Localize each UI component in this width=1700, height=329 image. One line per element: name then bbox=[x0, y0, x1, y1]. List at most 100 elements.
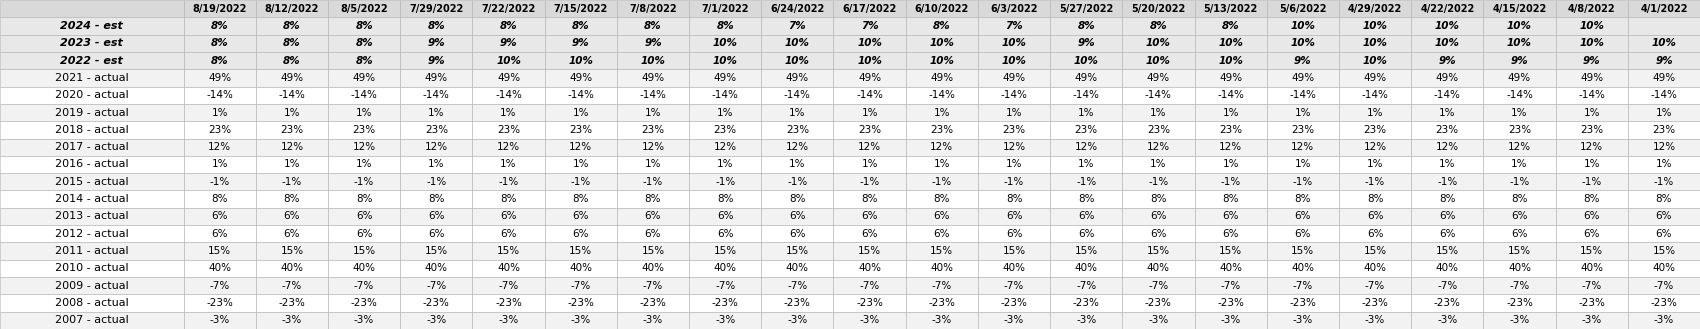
Text: -7%: -7% bbox=[1005, 281, 1023, 291]
Bar bbox=[1266, 52, 1340, 69]
Text: 12%: 12% bbox=[930, 142, 954, 152]
Bar bbox=[1411, 121, 1484, 139]
Bar bbox=[1051, 52, 1122, 69]
Text: 15%: 15% bbox=[496, 246, 520, 256]
Bar bbox=[1484, 104, 1556, 121]
Bar bbox=[1266, 190, 1340, 208]
Bar bbox=[906, 17, 977, 35]
Bar bbox=[328, 173, 400, 190]
Bar bbox=[1122, 312, 1195, 329]
Text: 2018 - actual: 2018 - actual bbox=[54, 125, 129, 135]
Bar bbox=[400, 260, 473, 277]
Bar bbox=[328, 139, 400, 156]
Bar bbox=[1340, 69, 1411, 87]
Bar bbox=[1629, 242, 1700, 260]
Bar bbox=[906, 0, 977, 17]
Text: 8%: 8% bbox=[1438, 194, 1455, 204]
Bar bbox=[833, 242, 906, 260]
Text: 1%: 1% bbox=[1006, 160, 1022, 169]
Bar bbox=[0, 277, 184, 294]
Bar bbox=[473, 52, 544, 69]
Text: 8%: 8% bbox=[1656, 194, 1673, 204]
Bar bbox=[255, 260, 328, 277]
Bar bbox=[906, 104, 977, 121]
Text: 49%: 49% bbox=[352, 73, 376, 83]
Bar bbox=[1411, 104, 1484, 121]
Text: 6%: 6% bbox=[1078, 212, 1095, 221]
Bar bbox=[906, 225, 977, 242]
Bar bbox=[184, 35, 255, 52]
Bar bbox=[1340, 190, 1411, 208]
Bar bbox=[1051, 139, 1122, 156]
Bar bbox=[1411, 260, 1484, 277]
Bar bbox=[617, 52, 689, 69]
Bar bbox=[0, 208, 184, 225]
Text: 6%: 6% bbox=[789, 212, 806, 221]
Bar bbox=[1556, 260, 1629, 277]
Text: 49%: 49% bbox=[1652, 73, 1676, 83]
Bar bbox=[184, 190, 255, 208]
Bar bbox=[0, 173, 184, 190]
Text: 10%: 10% bbox=[1290, 21, 1316, 31]
Text: -7%: -7% bbox=[1221, 281, 1241, 291]
Text: 2021 - actual: 2021 - actual bbox=[54, 73, 129, 83]
Text: -3%: -3% bbox=[1292, 315, 1312, 325]
Text: 10%: 10% bbox=[1435, 38, 1460, 48]
Bar bbox=[1266, 173, 1340, 190]
Text: 1%: 1% bbox=[933, 160, 950, 169]
Bar bbox=[762, 208, 833, 225]
Bar bbox=[688, 260, 762, 277]
Bar bbox=[1266, 156, 1340, 173]
Bar bbox=[544, 121, 617, 139]
Bar bbox=[1484, 190, 1556, 208]
Bar bbox=[1266, 260, 1340, 277]
Bar bbox=[762, 35, 833, 52]
Text: 8%: 8% bbox=[428, 194, 445, 204]
Text: 40%: 40% bbox=[1292, 264, 1314, 273]
Text: 9%: 9% bbox=[644, 38, 661, 48]
Text: 7/29/2022: 7/29/2022 bbox=[410, 4, 464, 14]
Text: -7%: -7% bbox=[571, 281, 592, 291]
Text: -7%: -7% bbox=[716, 281, 736, 291]
Bar bbox=[1411, 0, 1484, 17]
Bar bbox=[184, 173, 255, 190]
Text: 6%: 6% bbox=[1656, 229, 1673, 239]
Bar bbox=[544, 208, 617, 225]
Bar bbox=[617, 35, 689, 52]
Text: 5/20/2022: 5/20/2022 bbox=[1130, 4, 1185, 14]
Bar bbox=[544, 156, 617, 173]
Text: 9%: 9% bbox=[500, 38, 517, 48]
Text: 1%: 1% bbox=[1438, 108, 1455, 117]
Text: 49%: 49% bbox=[1508, 73, 1532, 83]
Bar bbox=[400, 139, 473, 156]
Bar bbox=[833, 225, 906, 242]
Text: 12%: 12% bbox=[785, 142, 809, 152]
Bar bbox=[1411, 17, 1484, 35]
Bar bbox=[1629, 277, 1700, 294]
Text: 6%: 6% bbox=[1078, 229, 1095, 239]
Bar bbox=[977, 277, 1051, 294]
Text: -3%: -3% bbox=[498, 315, 518, 325]
Bar bbox=[1122, 173, 1195, 190]
Bar bbox=[328, 225, 400, 242]
Text: 10%: 10% bbox=[1363, 21, 1387, 31]
Text: 1%: 1% bbox=[1367, 108, 1384, 117]
Bar bbox=[0, 225, 184, 242]
Text: 7%: 7% bbox=[789, 21, 806, 31]
Bar bbox=[688, 104, 762, 121]
Text: -23%: -23% bbox=[568, 298, 595, 308]
Text: 9%: 9% bbox=[427, 38, 445, 48]
Bar bbox=[473, 17, 544, 35]
Text: -7%: -7% bbox=[427, 281, 447, 291]
Bar bbox=[473, 277, 544, 294]
Text: -3%: -3% bbox=[571, 315, 592, 325]
Text: 1%: 1% bbox=[1438, 160, 1455, 169]
Bar bbox=[977, 87, 1051, 104]
Text: 6/17/2022: 6/17/2022 bbox=[843, 4, 896, 14]
Bar bbox=[1556, 35, 1629, 52]
Text: 1%: 1% bbox=[1656, 160, 1673, 169]
Bar bbox=[1122, 104, 1195, 121]
Bar bbox=[544, 139, 617, 156]
Bar bbox=[762, 277, 833, 294]
Text: 6%: 6% bbox=[644, 229, 661, 239]
